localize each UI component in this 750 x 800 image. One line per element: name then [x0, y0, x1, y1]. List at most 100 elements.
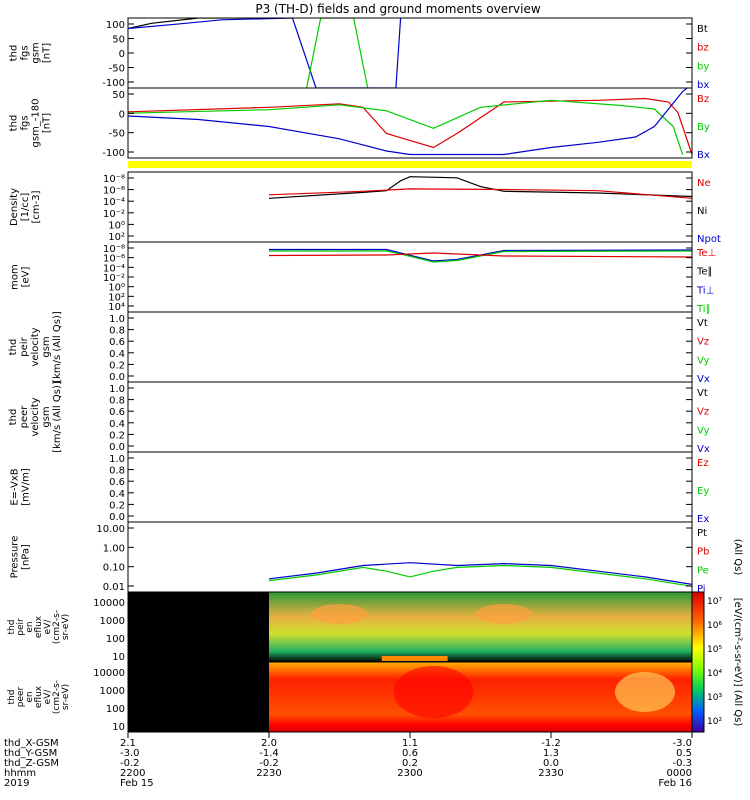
xaxis-row-value: -0.2	[259, 758, 279, 769]
ytick-label: 10	[112, 722, 125, 733]
panel-efield: 1.00.80.60.40.20.0 E=-VxB [mV/m] Ez Ey Ex	[10, 451, 709, 525]
ylabel-line: peir	[19, 336, 30, 356]
legend-entry: Pt	[697, 528, 707, 539]
ylabel-line: eflux	[34, 685, 44, 708]
ylabel-line: eflux	[34, 615, 44, 638]
ytick-label: 10	[112, 652, 125, 663]
colorbar-tick: 10³	[707, 693, 722, 703]
xaxis-row-value: -3.0	[120, 748, 140, 759]
ytick-label: 0.0	[109, 442, 125, 453]
ytick-label: 0.01	[103, 582, 125, 593]
ylabel-line: gsm	[31, 42, 42, 63]
xaxis-row-value: 1.1	[402, 738, 418, 749]
ytick-label: 1.0	[109, 314, 125, 325]
xaxis-row-value: 0000	[667, 768, 692, 779]
legend-entry: Bz	[697, 94, 709, 105]
series-line-Ti∥	[269, 250, 692, 263]
legend-entry: Ex	[697, 514, 709, 525]
ytick-label: 0.0	[109, 372, 125, 383]
ylabel-group: thd peer velocity gsm [km/s (All Qs)]	[8, 381, 63, 453]
xaxis-row-label: thd_X-GSM	[4, 738, 59, 749]
ytick-label: 0.4	[109, 489, 125, 500]
series-line-Ne	[268, 188, 692, 199]
ytick-label: 0.6	[109, 477, 125, 488]
colorbar-tick: 10⁴	[707, 669, 722, 679]
legend-entry: Bt	[697, 24, 708, 35]
xaxis-row-value: -1.4	[259, 748, 279, 759]
legend-entry: Vx	[697, 374, 710, 385]
legend-entry: Vz	[697, 407, 709, 418]
ylabel-line: [km/s (All Qs)]	[52, 311, 63, 383]
ylabel-line: en	[25, 621, 35, 632]
legend-entry: Vx	[697, 444, 710, 455]
legend-entry: Te∥	[696, 267, 713, 278]
ylabel-line: thd	[9, 115, 20, 132]
ytick-label: 100	[106, 704, 125, 715]
ylabel-line: E=-VxB	[10, 468, 21, 505]
ytick-label: 10⁻⁴	[103, 197, 125, 208]
legend-entry: Bx	[697, 150, 710, 161]
xaxis-row-label: hhmm	[4, 768, 36, 779]
ytick-label: -100	[102, 78, 125, 89]
ylabel-line: gsm	[41, 406, 52, 427]
legend-entry: bz	[697, 43, 709, 54]
ytick-label: 1000	[100, 616, 125, 627]
xaxis-row-value: 0.0	[543, 758, 559, 769]
ylabel-line: en	[25, 691, 35, 702]
legend-entry: By	[697, 122, 710, 133]
legend-entry: bx	[697, 80, 709, 91]
legend-entry: Ti⊥	[696, 285, 714, 296]
ylabel-line: fgs	[20, 115, 31, 130]
ylabel-line: velocity	[30, 397, 41, 436]
ylabel-group: mom [eV]	[10, 264, 32, 290]
ytick-label: 0.6	[109, 337, 125, 348]
spec-cap	[381, 656, 448, 661]
ylabel-group: E=-VxB [mV/m]	[10, 468, 32, 506]
ylabel-line: sr-eV)	[61, 614, 71, 640]
panel-peer_velocity: 1.00.80.60.40.20.0 thd peer velocity gsm [km/…	[8, 381, 710, 455]
ytick-label: 1.00	[103, 543, 125, 554]
xaxis-row-value: -3.0	[672, 738, 692, 749]
ytick-label: 0.8	[109, 396, 125, 407]
series-line-Ti⊥	[269, 248, 692, 262]
series-line-by	[306, 18, 369, 88]
ytick-label: 10⁻⁶	[103, 254, 125, 265]
ylabel-line: eV/	[43, 689, 53, 705]
ylabel-line: Pressure	[10, 536, 21, 579]
ytick-label: 1.0	[109, 454, 125, 465]
xaxis-row-value: 2300	[397, 768, 422, 779]
ylabel-group: Density [1/cc] [cm-3]	[9, 188, 42, 226]
ylabel-line: (cm2-s-	[52, 610, 62, 644]
ytick-label: -50	[109, 64, 125, 75]
unit-note: (All Qs)	[732, 539, 743, 576]
ytick-label: 0.4	[109, 419, 125, 430]
ytick-label: 10⁰	[108, 283, 125, 294]
spec-blob	[615, 672, 675, 712]
ytick-label: 0.2	[109, 430, 125, 441]
ytick-label: 10⁴	[108, 302, 125, 313]
panel-frame	[127, 311, 693, 383]
colorbar-label: [eV/(cm²-s-sr-eV)] (All Qs)	[732, 598, 743, 727]
ylabel-line: [nPa]	[21, 544, 32, 570]
series-line-Ni	[268, 176, 692, 199]
legend-entry: Pi	[697, 584, 706, 595]
series-line-By	[128, 99, 684, 155]
ytick-label: 0.6	[109, 407, 125, 418]
ytick-label: 1.0	[109, 384, 125, 395]
ylabel-line: peir	[16, 618, 26, 636]
ytick-label: -50	[109, 129, 125, 140]
legend-entry: Ti∥	[696, 304, 711, 315]
panel-pressure: 10.00 1.00 0.10 0.01 Pressure [nPa] Pt Pb Pe Pi (A…	[10, 521, 743, 595]
xaxis-row-value: Feb 16	[658, 778, 692, 789]
ytick-label: 10000	[93, 598, 125, 609]
legend-entry: by	[697, 61, 709, 72]
ylabel-line: [km/s (All Qs)]	[52, 381, 63, 453]
ylabel-line: [nT]	[42, 43, 53, 63]
ylabel-line: thd	[8, 339, 19, 356]
ylabel-line: sr-eV)	[61, 684, 71, 710]
xaxis-row-value: 0.2	[402, 758, 418, 769]
xaxis-row-value: 2200	[120, 768, 145, 779]
colorbar-tick: 10⁷	[707, 597, 722, 607]
